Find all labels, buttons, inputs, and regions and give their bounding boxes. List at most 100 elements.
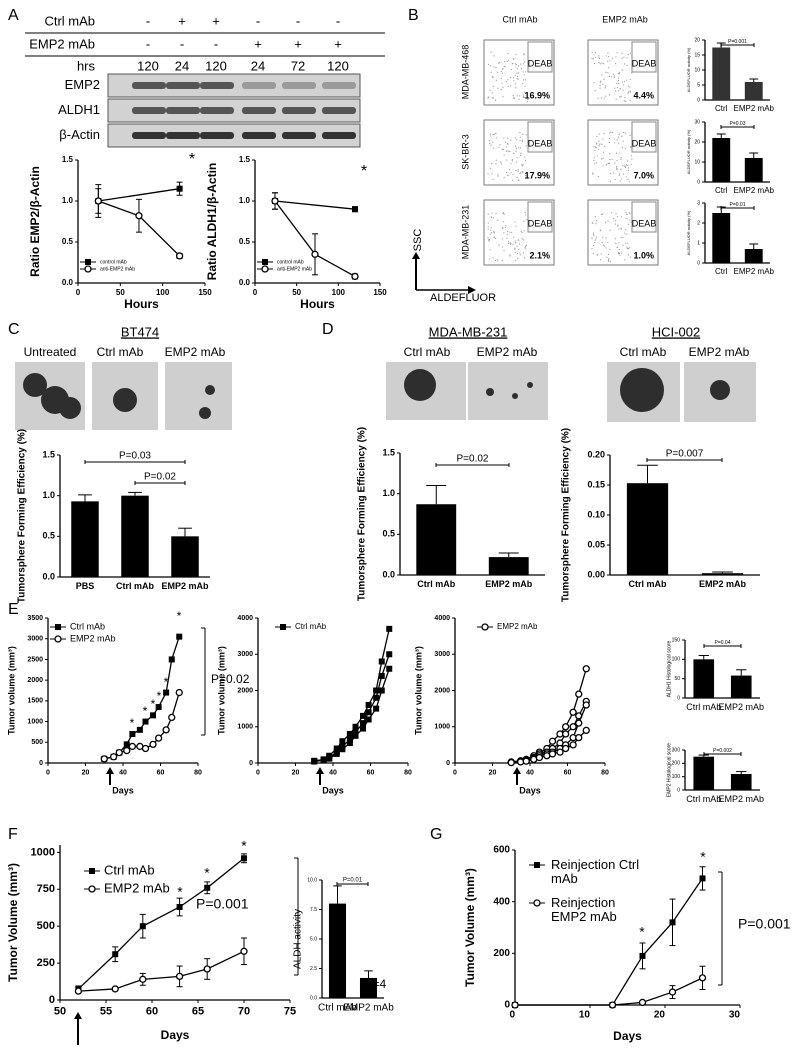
flow-dot bbox=[600, 97, 602, 99]
flow-dot bbox=[516, 156, 518, 159]
flow-dot bbox=[510, 85, 512, 87]
category-label: Ctrl mAb bbox=[318, 1003, 357, 1014]
flow-dot bbox=[489, 249, 491, 251]
flow-dot bbox=[519, 254, 521, 256]
flow-dot bbox=[519, 172, 521, 175]
flow-dot bbox=[492, 77, 494, 79]
y-tick-label: 1.0 bbox=[239, 196, 251, 205]
y-tick-label: 0.0 bbox=[310, 995, 317, 1001]
point bbox=[569, 708, 577, 716]
y-tick-label: 0 bbox=[446, 760, 450, 767]
flow-dot bbox=[627, 242, 629, 244]
flow-dot bbox=[618, 242, 620, 244]
x-tick-label: 80 bbox=[194, 769, 202, 776]
flow-dot bbox=[495, 159, 497, 161]
flow-dot bbox=[492, 75, 494, 78]
flow-dot bbox=[601, 143, 603, 145]
flow-dot bbox=[622, 173, 624, 175]
flow-dot bbox=[629, 78, 631, 80]
flow-dot bbox=[502, 68, 504, 70]
flow-dot bbox=[629, 86, 631, 88]
flow-dot bbox=[622, 244, 624, 246]
flow-dot bbox=[614, 87, 616, 89]
flow-dot bbox=[591, 237, 593, 239]
flow-dot bbox=[630, 146, 632, 148]
flow-dot bbox=[520, 154, 522, 156]
x-axis-label: Days bbox=[322, 785, 344, 795]
annotation: * bbox=[361, 163, 367, 180]
flow-dot bbox=[490, 135, 492, 137]
bar bbox=[416, 504, 457, 575]
flow-dot bbox=[527, 99, 529, 101]
flow-dot bbox=[502, 212, 504, 215]
y-axis-label: ALDEFLUOR activity (%) bbox=[686, 47, 691, 92]
y-tick-label: 3000 bbox=[237, 651, 253, 658]
blot-signal bbox=[166, 107, 200, 114]
flow-dot bbox=[487, 237, 489, 239]
point bbox=[128, 742, 137, 751]
flow-dot bbox=[621, 135, 623, 137]
flow-dot bbox=[599, 85, 601, 87]
flow-dot bbox=[599, 259, 602, 261]
flow-dot bbox=[609, 229, 611, 231]
x-tick-label: 0 bbox=[46, 769, 50, 776]
x-tick-label: 0 bbox=[76, 288, 81, 297]
flow-dot bbox=[620, 236, 622, 239]
flow-dot bbox=[501, 260, 503, 262]
flow-dot bbox=[605, 71, 607, 73]
flow-dot bbox=[598, 57, 600, 59]
error-bar bbox=[637, 464, 658, 484]
x-tick-label: 50 bbox=[292, 288, 301, 297]
blot-signal bbox=[322, 82, 356, 89]
flow-dot bbox=[494, 99, 497, 102]
blot-cell: 120 bbox=[327, 58, 349, 73]
flow-dot bbox=[608, 259, 610, 261]
point bbox=[378, 658, 385, 665]
point bbox=[481, 623, 489, 631]
panel-letter: C bbox=[8, 321, 20, 338]
point bbox=[100, 755, 108, 763]
blot-row-label: EMP2 mAb bbox=[29, 36, 95, 51]
y-axis-label: Tumorsphere Forming Efficiency (%) bbox=[561, 428, 572, 602]
blot-signal bbox=[166, 132, 200, 139]
flow-dot bbox=[618, 251, 620, 254]
flow-dot bbox=[604, 85, 607, 87]
y-tick-label: 2000 bbox=[27, 677, 43, 684]
y-tick-label: 200 bbox=[672, 761, 681, 767]
flow-dot bbox=[518, 239, 520, 241]
flow-dot bbox=[489, 142, 491, 145]
y-tick-label: 1.0 bbox=[62, 196, 74, 205]
legend-label: control mAb bbox=[277, 259, 304, 265]
flow-dot bbox=[614, 162, 616, 164]
flow-dot bbox=[495, 163, 497, 165]
panel-letter: A bbox=[8, 7, 19, 24]
flow-dot bbox=[507, 174, 509, 176]
flow-dot bbox=[598, 133, 600, 135]
flow-dot bbox=[501, 148, 503, 150]
category-label: EMP2 mAb bbox=[485, 579, 533, 589]
flow-dot bbox=[605, 164, 608, 166]
panel-letter: D bbox=[322, 321, 334, 338]
y-axis-label: Tumor volume (mm³) bbox=[216, 646, 226, 735]
category-label: EMP2 mAb bbox=[161, 581, 209, 591]
flow-dot bbox=[624, 259, 626, 261]
flow-dot bbox=[496, 71, 498, 73]
bar bbox=[730, 774, 752, 790]
legend-label: EMP2 mAb bbox=[104, 880, 170, 895]
bar bbox=[328, 903, 347, 998]
flow-dot bbox=[501, 246, 504, 248]
point bbox=[561, 744, 570, 753]
flow-dot bbox=[618, 142, 620, 144]
flow-dot bbox=[614, 142, 616, 144]
bar bbox=[488, 557, 529, 575]
panel-letter: G bbox=[430, 826, 442, 843]
flow-dot bbox=[607, 258, 609, 260]
category-label: Ctrl mAb bbox=[629, 579, 668, 589]
flow-gate bbox=[631, 121, 657, 153]
flow-dot bbox=[525, 244, 528, 246]
flow-dot bbox=[604, 87, 606, 89]
flow-dot bbox=[593, 145, 595, 147]
y-tick-label: 10 bbox=[694, 67, 700, 73]
flow-dot bbox=[526, 219, 528, 221]
